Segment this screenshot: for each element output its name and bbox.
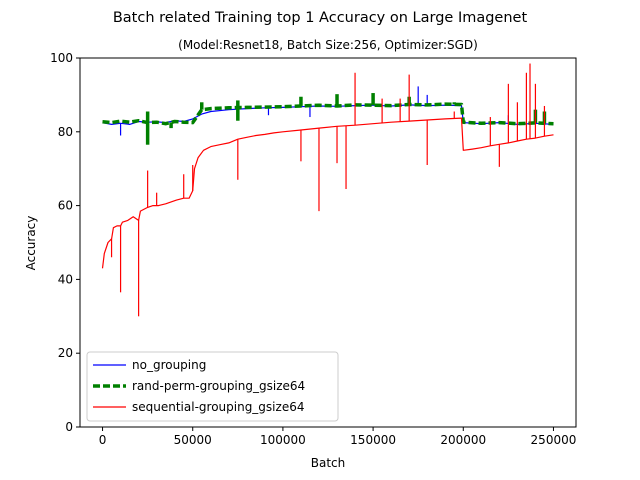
legend: no_grouping rand-perm-grouping_gsize64seq… <box>86 351 339 422</box>
y-tick-label: 20 <box>58 346 73 360</box>
y-axis-label: Accuracy <box>24 216 38 271</box>
y-tick-label: 100 <box>50 51 73 65</box>
series-line <box>102 102 554 126</box>
y-tick-label: 60 <box>58 199 73 213</box>
x-axis-label: Batch <box>311 456 346 470</box>
x-tick-label: 50000 <box>174 433 212 447</box>
x-tick-label: 0 <box>99 433 107 447</box>
y-tick-label: 40 <box>58 272 73 286</box>
x-tick-label: 200000 <box>440 433 486 447</box>
legend-label: sequential-grouping_gsize64 <box>132 400 304 414</box>
series-no_grouping <box>102 86 554 136</box>
series-line <box>101 117 554 269</box>
legend-item: rand-perm-grouping_gsize64 <box>93 379 305 393</box>
legend-label: rand-perm-grouping_gsize64 <box>132 379 305 393</box>
y-tick-label: 80 <box>58 125 73 139</box>
y-tick-label: 0 <box>65 420 73 434</box>
legend-item: sequential-grouping_gsize64 <box>93 400 304 414</box>
x-tick-label: 250000 <box>531 433 577 447</box>
plot-frame <box>79 57 577 428</box>
chart-title: Batch related Training top 1 Accuracy on… <box>113 10 528 26</box>
series-line <box>102 104 554 125</box>
series-sequential-grouping_gsize64 <box>101 63 554 317</box>
x-tick-label: 150000 <box>350 433 396 447</box>
series-rand-perm-grouping_gsize64 <box>102 93 554 145</box>
legend-item: no_grouping <box>93 358 206 372</box>
axes: 0 50000 100000 150000 200000 250000 0 20 40 60 80 1… <box>50 51 577 447</box>
legend-box <box>86 351 339 422</box>
legend-label: no_grouping <box>132 358 206 372</box>
x-tick-label: 100000 <box>260 433 306 447</box>
chart-subtitle: (Model:Resnet18, Batch Size:256, Optimiz… <box>178 38 478 52</box>
plot-area <box>101 63 554 317</box>
